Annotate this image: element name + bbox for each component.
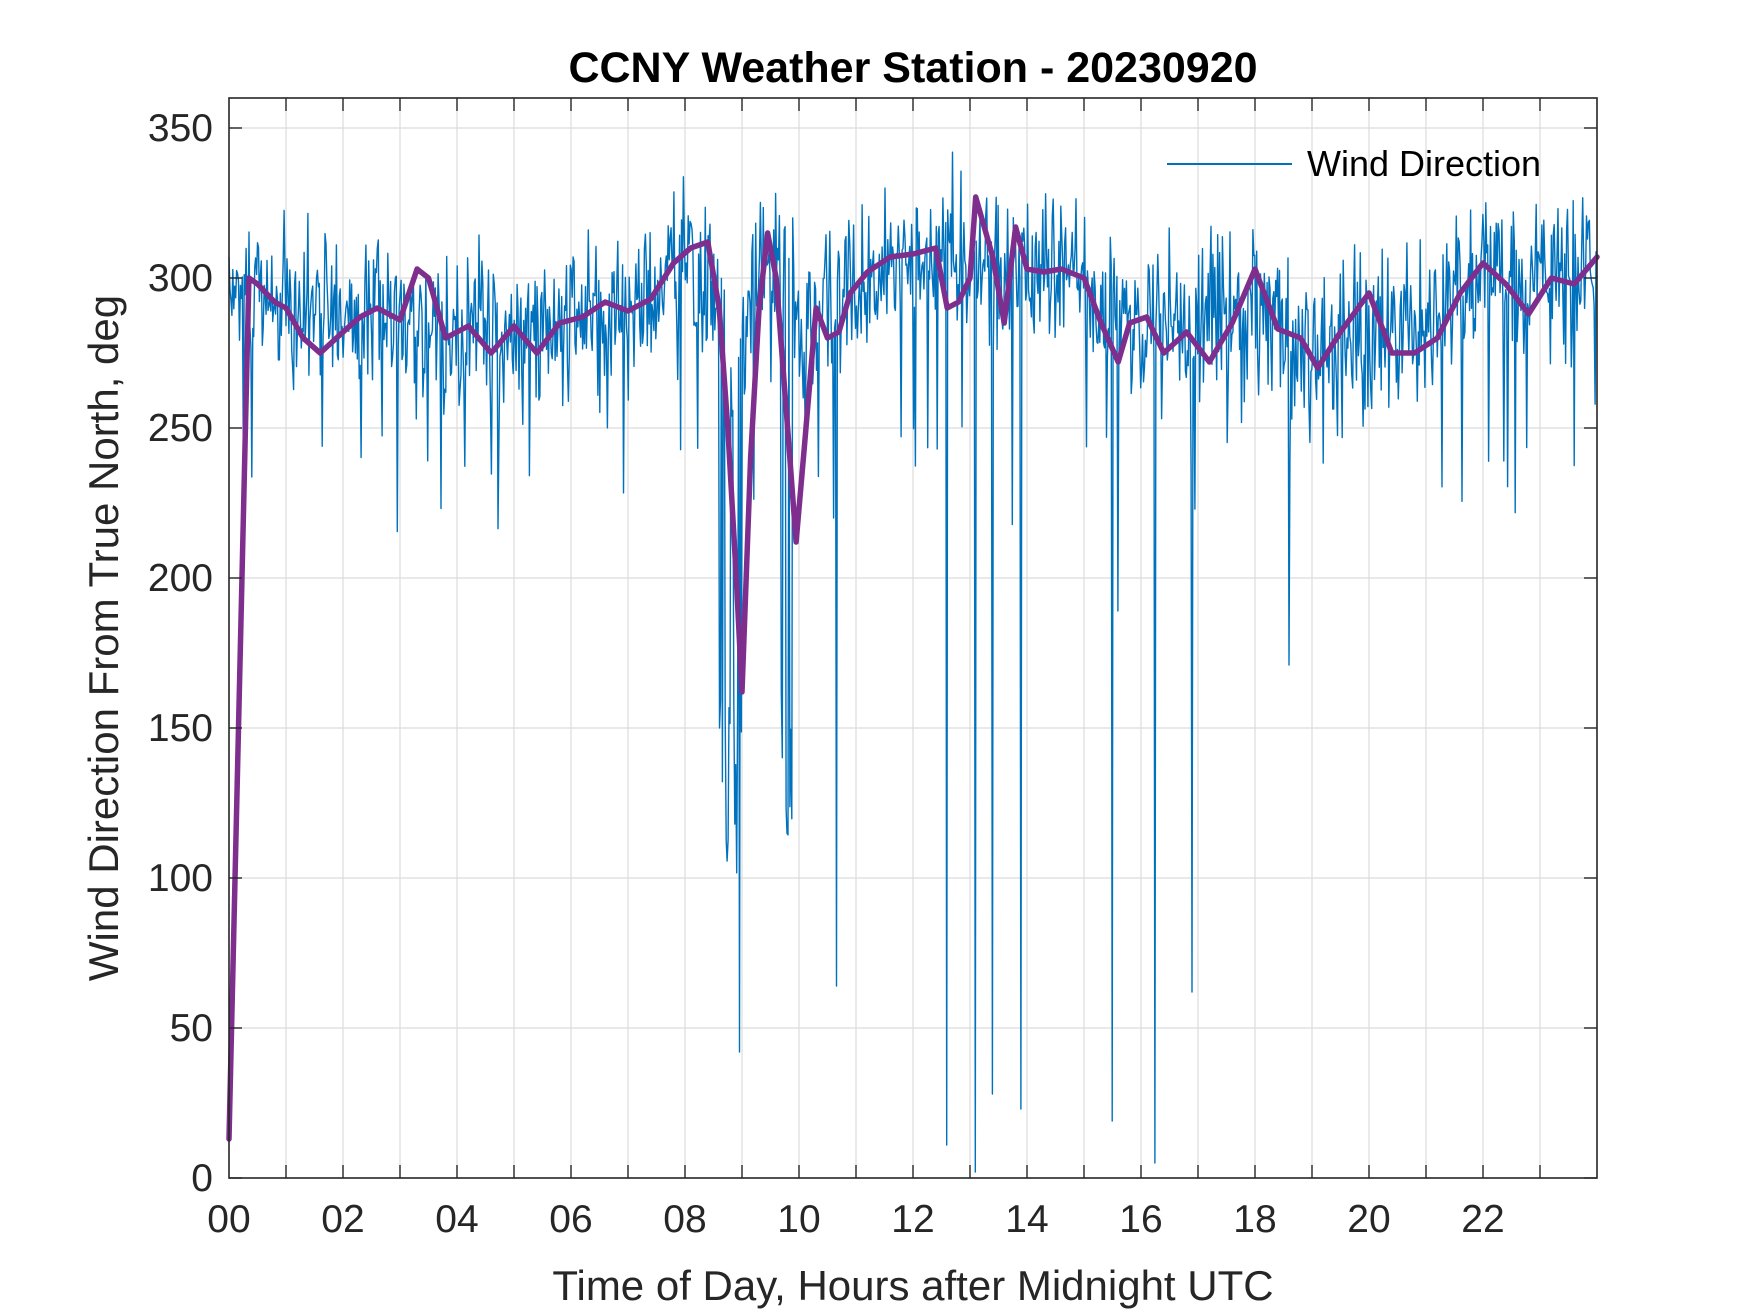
- series-line-smoothed: [226, 194, 1600, 1142]
- x-tick-label: 08: [663, 1198, 706, 1241]
- legend: Wind Direction: [1167, 143, 1541, 184]
- x-tick-label: 00: [207, 1198, 250, 1241]
- x-tick-label: 20: [1347, 1198, 1390, 1241]
- y-tick-label: 200: [148, 557, 213, 600]
- x-tick-label: 22: [1461, 1198, 1504, 1241]
- x-tick-label: 16: [1119, 1198, 1162, 1241]
- x-axis-label: Time of Day, Hours after Midnight UTC: [552, 1262, 1273, 1309]
- legend-entry-wind-direction: Wind Direction: [1307, 143, 1541, 184]
- x-tick-label: 14: [1005, 1198, 1048, 1241]
- y-tick-label: 350: [148, 107, 213, 150]
- tick-labels: 00 02 04 06 08 10 12 14 16 18 20 22 0 50 100 150 200 250 3…: [148, 107, 1505, 1241]
- series-layer: [226, 151, 1600, 1173]
- y-tick-label: 0: [191, 1157, 213, 1200]
- y-tick-label: 150: [148, 707, 213, 750]
- series-line-wind-direction: [228, 151, 1598, 1173]
- chart-title: CCNY Weather Station - 20230920: [568, 44, 1257, 92]
- x-tick-label: 18: [1233, 1198, 1276, 1241]
- x-tick-label: 06: [549, 1198, 592, 1241]
- y-axis-label: Wind Direction From True North, deg: [80, 295, 127, 981]
- y-tick-label: 300: [148, 257, 213, 300]
- y-tick-label: 50: [170, 1007, 213, 1050]
- x-tick-label: 12: [891, 1198, 934, 1241]
- y-tick-label: 250: [148, 407, 213, 450]
- x-tick-label: 04: [435, 1198, 478, 1241]
- y-tick-label: 100: [148, 857, 213, 900]
- x-tick-label: 02: [321, 1198, 364, 1241]
- x-tick-label: 10: [777, 1198, 820, 1241]
- ticks: [229, 98, 1597, 1179]
